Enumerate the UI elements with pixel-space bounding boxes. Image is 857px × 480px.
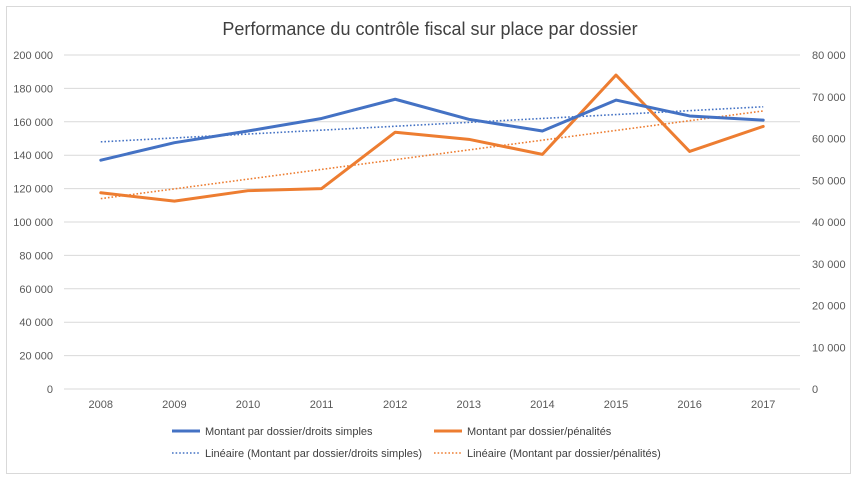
left-tick-label: 120 000 (13, 184, 53, 196)
left-tick-label: 80 000 (19, 250, 53, 262)
x-axis-ticks: 2008 2009 2010 2011 2012 2013 2014 2015 2016 2017 (89, 399, 776, 411)
right-tick-label: 30 000 (812, 259, 846, 271)
right-tick-label: 70 000 (812, 92, 846, 104)
x-tick-label: 2017 (751, 399, 775, 411)
right-tick-label: 40 000 (812, 217, 846, 229)
left-tick-label: 100 000 (13, 217, 53, 229)
right-tick-label: 0 (812, 384, 818, 396)
left-axis-ticks: 0 20 000 40 000 60 000 80 000 100 000 120 000 1… (13, 50, 53, 396)
right-tick-label: 10 000 (812, 342, 846, 354)
x-tick-label: 2008 (89, 399, 113, 411)
legend: Montant par dossier/droits simples Montan… (172, 426, 661, 460)
chart-title: Performance du contrôle fiscal sur place… (222, 19, 637, 39)
legend-label: Linéaire (Montant par dossier/pénalités) (467, 448, 661, 460)
left-tick-label: 40 000 (19, 317, 53, 329)
left-tick-label: 160 000 (13, 117, 53, 129)
left-tick-label: 20 000 (19, 351, 53, 363)
series-line (99, 73, 765, 203)
x-tick-label: 2012 (383, 399, 407, 411)
right-tick-label: 60 000 (812, 134, 846, 146)
right-tick-label: 80 000 (812, 50, 846, 62)
left-tick-label: 60 000 (19, 284, 53, 296)
trendline (100, 105, 764, 143)
left-tick-label: 0 (47, 384, 53, 396)
right-tick-label: 20 000 (812, 301, 846, 313)
x-tick-label: 2011 (310, 399, 334, 411)
x-tick-label: 2014 (530, 399, 554, 411)
left-tick-label: 200 000 (13, 50, 53, 62)
x-tick-label: 2013 (457, 399, 481, 411)
x-tick-label: 2009 (162, 399, 186, 411)
right-tick-label: 50 000 (812, 175, 846, 187)
series-line (99, 97, 765, 162)
x-tick-label: 2010 (236, 399, 260, 411)
chart-frame (6, 6, 851, 474)
left-tick-label: 140 000 (13, 150, 53, 162)
legend-label: Montant par dossier/pénalités (467, 426, 612, 438)
x-tick-label: 2016 (677, 399, 701, 411)
right-axis-ticks: 0 10 000 20 000 30 000 40 000 50 000 60 000 70 … (812, 50, 846, 396)
gridlines (64, 54, 800, 390)
series-layer (99, 73, 765, 203)
left-tick-label: 180 000 (13, 83, 53, 95)
x-tick-label: 2015 (604, 399, 628, 411)
legend-label: Montant par dossier/droits simples (205, 426, 373, 438)
legend-label: Linéaire (Montant par dossier/droits sim… (205, 448, 422, 460)
